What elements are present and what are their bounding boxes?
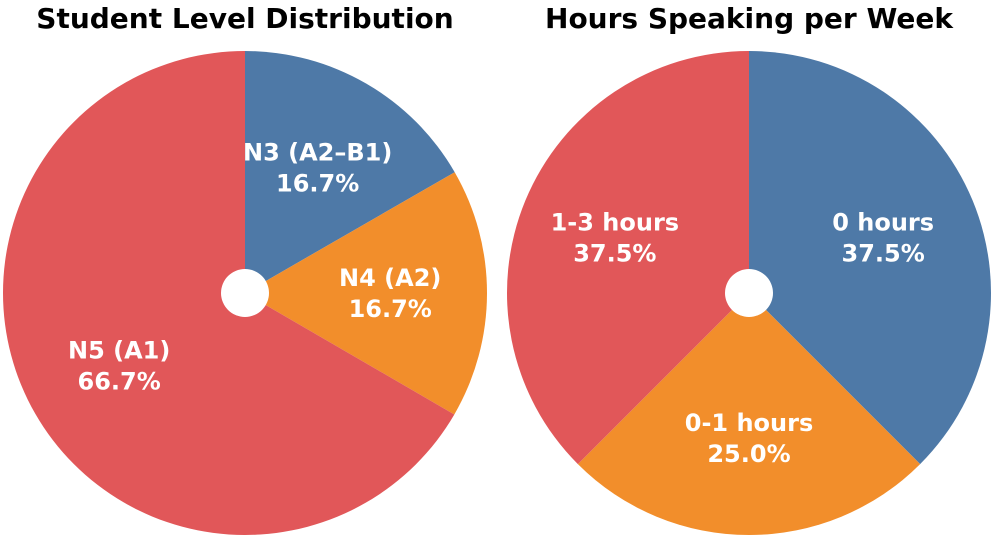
pie-slice — [245, 172, 487, 415]
slice-name: N3 (A2–B1) — [243, 138, 392, 166]
slice-percent: 37.5% — [573, 239, 656, 267]
slice-label: N3 (A2–B1) 16.7% — [243, 138, 392, 197]
slice-label: 0-1 hours 25.0% — [685, 409, 814, 468]
slice-percent: 37.5% — [842, 239, 925, 267]
pie-slice — [577, 293, 921, 535]
slice-percent: 66.7% — [78, 367, 161, 395]
slice-label: N4 (A2) 16.7% — [339, 264, 441, 323]
chart-title: Hours Speaking per Week — [545, 2, 954, 35]
slice-label: N5 (A1) 66.7% — [68, 336, 170, 395]
pie-slice — [245, 51, 455, 293]
slice-label: 1-3 hours 37.5% — [551, 208, 680, 267]
slice-percent: 25.0% — [707, 440, 790, 468]
slice-label: 0 hours 37.5% — [832, 208, 934, 267]
pie-slice — [507, 51, 749, 465]
slice-name: N5 (A1) — [68, 336, 170, 364]
pie-slice — [749, 51, 991, 465]
center-hole — [221, 269, 269, 317]
slice-percent: 16.7% — [349, 295, 432, 323]
slice-percent: 16.7% — [276, 169, 359, 197]
slice-name: 1-3 hours — [551, 208, 680, 236]
slice-name: 0 hours — [832, 208, 934, 236]
slice-name: 0-1 hours — [685, 409, 814, 437]
slice-name: N4 (A2) — [339, 264, 441, 292]
chart-title: Student Level Distribution — [36, 2, 453, 35]
center-hole — [725, 269, 773, 317]
